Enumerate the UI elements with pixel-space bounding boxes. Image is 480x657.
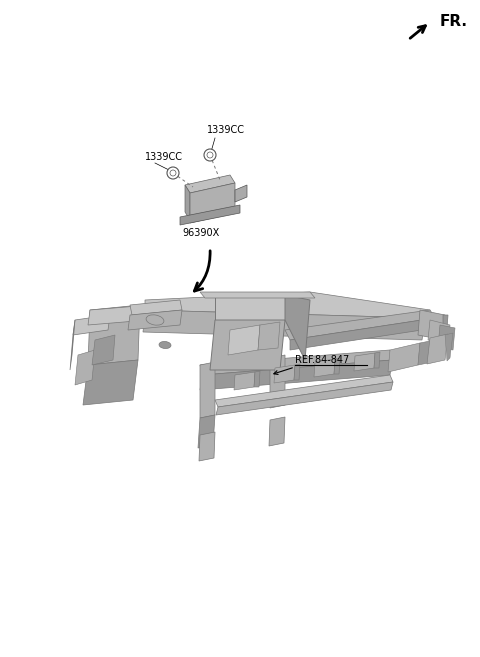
Polygon shape <box>269 417 285 446</box>
Polygon shape <box>143 310 425 340</box>
Polygon shape <box>354 353 375 371</box>
Polygon shape <box>70 320 75 370</box>
Polygon shape <box>438 325 455 350</box>
Polygon shape <box>445 333 453 361</box>
Polygon shape <box>418 310 445 340</box>
Polygon shape <box>294 364 300 380</box>
Polygon shape <box>270 355 285 408</box>
Polygon shape <box>234 372 255 390</box>
Polygon shape <box>88 305 150 325</box>
Polygon shape <box>83 360 138 405</box>
Polygon shape <box>216 382 393 415</box>
Polygon shape <box>200 360 392 390</box>
Polygon shape <box>290 318 435 350</box>
Polygon shape <box>428 320 450 345</box>
Polygon shape <box>418 340 435 365</box>
Polygon shape <box>228 325 260 355</box>
Polygon shape <box>285 310 435 340</box>
Polygon shape <box>285 295 310 360</box>
Polygon shape <box>200 362 215 418</box>
Polygon shape <box>427 334 448 364</box>
Text: REF.84-847: REF.84-847 <box>295 355 349 365</box>
Polygon shape <box>215 375 393 407</box>
Polygon shape <box>254 371 260 387</box>
Polygon shape <box>145 292 430 318</box>
Polygon shape <box>180 205 240 225</box>
Polygon shape <box>185 175 235 193</box>
Circle shape <box>204 149 216 161</box>
Polygon shape <box>199 432 215 461</box>
Polygon shape <box>73 315 110 335</box>
Polygon shape <box>190 183 235 223</box>
Polygon shape <box>258 322 280 350</box>
Text: 1339CC: 1339CC <box>145 152 183 162</box>
Polygon shape <box>92 335 115 365</box>
Polygon shape <box>88 305 140 365</box>
Polygon shape <box>130 300 182 315</box>
Polygon shape <box>374 352 380 368</box>
Ellipse shape <box>159 342 171 348</box>
Polygon shape <box>334 358 340 374</box>
Polygon shape <box>198 415 215 448</box>
Polygon shape <box>235 185 247 202</box>
Polygon shape <box>215 295 285 320</box>
Polygon shape <box>314 359 335 377</box>
Polygon shape <box>443 315 448 342</box>
Polygon shape <box>200 350 392 375</box>
Polygon shape <box>128 310 182 330</box>
Polygon shape <box>75 350 95 385</box>
Text: 96390X: 96390X <box>182 228 219 238</box>
Polygon shape <box>274 365 295 383</box>
Circle shape <box>167 167 179 179</box>
Text: 1339CC: 1339CC <box>207 125 245 135</box>
Ellipse shape <box>146 315 164 325</box>
Text: FR.: FR. <box>440 14 468 30</box>
Polygon shape <box>185 185 190 220</box>
Polygon shape <box>388 343 420 372</box>
Polygon shape <box>210 320 285 370</box>
Polygon shape <box>200 292 315 298</box>
